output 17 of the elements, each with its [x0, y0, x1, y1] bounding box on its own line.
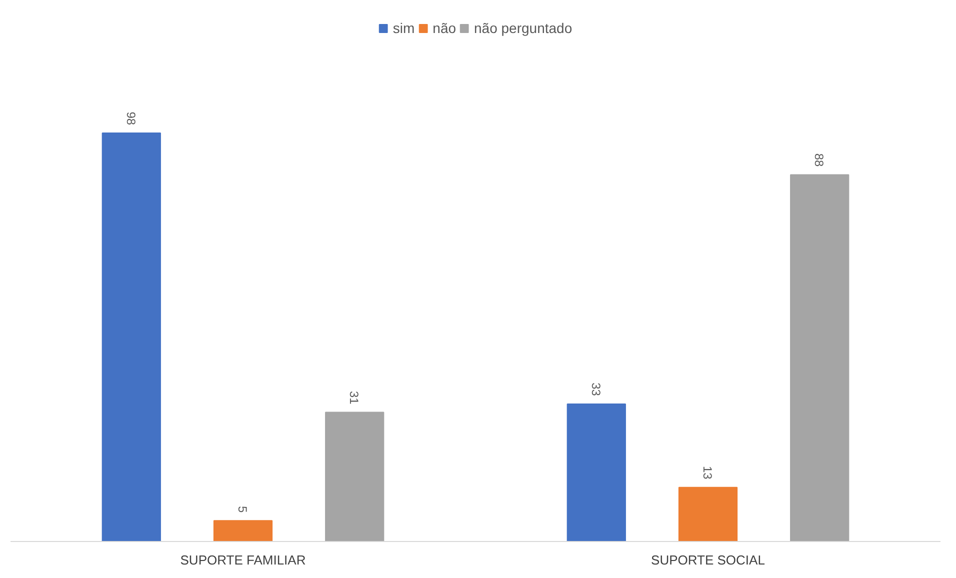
data-label: 98	[124, 112, 138, 126]
data-label: 33	[588, 382, 603, 396]
data-label: 31	[347, 390, 362, 405]
bar	[102, 132, 161, 542]
bar	[790, 174, 850, 542]
legend-label: sim	[392, 20, 415, 36]
data-label: 5	[236, 506, 250, 513]
bar	[566, 403, 626, 542]
bar	[213, 520, 273, 542]
x-tick-label: SUPORTE SOCIAL	[651, 552, 765, 568]
bar	[678, 486, 738, 542]
legend-label: não	[432, 20, 456, 36]
bar	[325, 412, 384, 542]
legend-label: não perguntado	[474, 20, 572, 36]
x-tick-label: SUPORTE FAMILIAR	[180, 552, 306, 568]
data-label: 88	[812, 153, 826, 168]
data-label: 13	[700, 466, 714, 480]
